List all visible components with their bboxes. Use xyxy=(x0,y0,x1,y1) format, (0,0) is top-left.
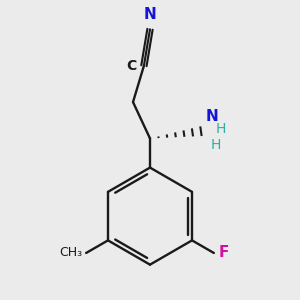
Text: CH₃: CH₃ xyxy=(59,247,83,260)
Text: H: H xyxy=(211,139,221,152)
Text: N: N xyxy=(144,7,156,22)
Text: F: F xyxy=(219,245,229,260)
Text: H: H xyxy=(215,122,226,136)
Text: N: N xyxy=(206,109,219,124)
Text: C: C xyxy=(126,59,137,73)
